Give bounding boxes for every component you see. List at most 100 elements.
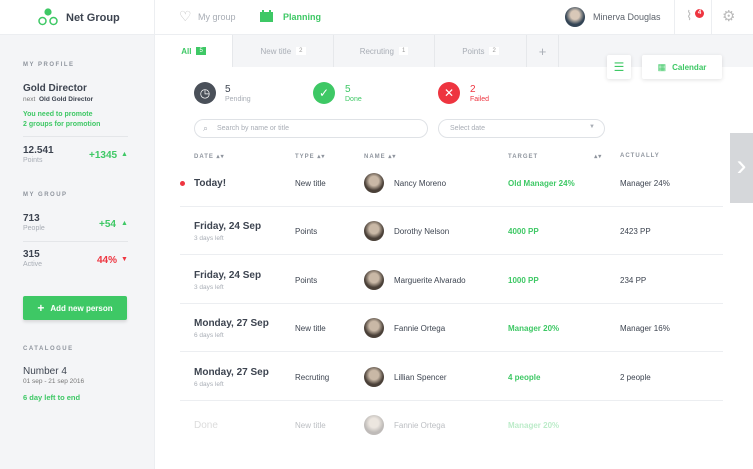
header-name[interactable]: NAME ▴▾ xyxy=(364,154,397,160)
chevron-down-icon: ▼ xyxy=(589,124,595,130)
row-target: 1000 PP xyxy=(508,276,539,285)
tab-label: Recruting xyxy=(359,46,394,56)
row-actual: 2423 PP xyxy=(620,227,651,236)
row-name[interactable]: Lillian Spencer xyxy=(394,373,447,382)
tab-count: 2 xyxy=(489,47,499,55)
top-bar: Net Group ♡ My group Planning Minerva Do… xyxy=(0,0,753,35)
tab-recruting[interactable]: Recruting 1 xyxy=(334,35,435,67)
user-name[interactable]: Minerva Douglas xyxy=(593,12,661,22)
avatar xyxy=(364,221,384,241)
people-value: 713 xyxy=(23,213,40,224)
row-date: Friday, 24 Sep xyxy=(194,270,262,281)
table-row[interactable]: Friday, 24 Sep 3 days left Points Marguerit… xyxy=(180,256,723,304)
calendar-icon xyxy=(260,10,273,22)
avatar xyxy=(364,318,384,338)
catalogue-dates: 01 sep - 21 sep 2016 xyxy=(23,378,85,385)
row-target: 4 people xyxy=(508,373,541,382)
row-target: 4000 PP xyxy=(508,227,539,236)
user-avatar[interactable] xyxy=(565,7,585,27)
row-actual: 2 people xyxy=(620,373,651,382)
next-rank: Old Gold Director xyxy=(39,96,94,103)
rank: Gold Director xyxy=(23,83,87,94)
pending-label: Pending xyxy=(225,96,251,103)
row-days-left: 6 days left xyxy=(194,381,224,388)
app-name: Net Group xyxy=(66,12,120,24)
date-select[interactable]: Select date ▼ xyxy=(438,119,605,138)
tab-points[interactable]: Points 2 xyxy=(435,35,527,67)
row-target: Manager 20% xyxy=(508,421,560,430)
arrow-up-icon: ▲ xyxy=(121,220,128,227)
heart-icon: ♡ xyxy=(179,8,192,24)
calendar-button[interactable]: ▦ Calendar xyxy=(642,55,722,79)
row-date: Friday, 24 Sep xyxy=(194,221,262,232)
pending-value: 5 xyxy=(225,84,231,95)
row-actual: Manager 16% xyxy=(620,324,670,333)
avatar xyxy=(364,367,384,387)
catalogue-left: 6 day left to end xyxy=(23,393,81,402)
tab-all[interactable]: All 5 xyxy=(155,35,233,67)
avatar xyxy=(364,270,384,290)
promo-line-2: 2 groups for promotion xyxy=(23,121,101,128)
calendar-label: Calendar xyxy=(672,62,707,72)
arrow-down-icon: ▼ xyxy=(121,256,128,263)
header-date[interactable]: DATE ▴▾ xyxy=(194,154,225,160)
row-type: Points xyxy=(295,276,318,285)
header-target[interactable]: TARGET ▴▾ xyxy=(508,154,603,160)
row-days-left: 3 days left xyxy=(194,284,224,291)
nav-my-group[interactable]: My group xyxy=(198,12,236,22)
row-date: Today! xyxy=(194,178,227,189)
table-row[interactable]: Monday, 27 Sep 6 days left Recruting Lillia… xyxy=(180,353,723,401)
add-tab-button[interactable]: + xyxy=(527,35,559,67)
points-delta: +1345 xyxy=(89,150,118,161)
header-actually[interactable]: ACTUALLY xyxy=(620,153,660,159)
plus-icon: + xyxy=(538,43,547,59)
row-name[interactable]: Fannie Ortega xyxy=(394,324,446,333)
arrow-up-icon: ▲ xyxy=(121,151,128,158)
row-name[interactable]: Fannie Ortega xyxy=(394,421,446,430)
search-input[interactable]: ⌕ Search by name or title xyxy=(194,119,428,138)
table-row[interactable]: Monday, 27 Sep 6 days left New title Fannie… xyxy=(180,304,723,352)
notification-badge: 4 xyxy=(695,9,704,18)
row-type: New title xyxy=(295,421,326,430)
tab-count: 5 xyxy=(196,47,206,55)
header-type[interactable]: TYPE ▴▾ xyxy=(295,154,326,160)
promo-line-1: You need to promote xyxy=(23,111,93,118)
avatar xyxy=(364,173,384,193)
check-icon: ✓ xyxy=(313,82,335,104)
add-new-person-button[interactable]: + Add new person xyxy=(23,296,127,320)
row-days-left: 6 days left xyxy=(194,332,224,339)
nav-planning[interactable]: Planning xyxy=(283,12,321,22)
tab-label: New title xyxy=(260,46,292,56)
table-row[interactable]: Today! New title Nancy Moreno Old Manager 2… xyxy=(180,159,723,207)
active-delta: 44% xyxy=(97,255,118,266)
row-name[interactable]: Nancy Moreno xyxy=(394,179,447,188)
done-value: 5 xyxy=(345,84,351,95)
catalogue-heading: CATALOGUE xyxy=(23,346,74,352)
activity-icon[interactable]: ⌇ xyxy=(686,8,693,23)
next-page-button[interactable]: › xyxy=(730,133,753,203)
failed-value: 2 xyxy=(470,84,476,95)
row-actual: 234 PP xyxy=(620,276,647,285)
done-label: Done xyxy=(345,96,362,103)
tab-label: Points xyxy=(462,46,485,56)
date-placeholder: Select date xyxy=(450,125,486,132)
table-row[interactable]: Done New title Fannie Ortega Manager 20% xyxy=(180,401,723,449)
settings-icon[interactable]: ⚙ xyxy=(722,8,736,25)
search-icon: ⌕ xyxy=(203,123,209,133)
table-row[interactable]: Friday, 24 Sep 3 days left Points Dorothy N… xyxy=(180,207,723,255)
group-heading: MY GROUP xyxy=(23,192,68,198)
row-name[interactable]: Marguerite Alvarado xyxy=(394,276,466,285)
row-type: Recruting xyxy=(295,373,330,382)
tab-new-title[interactable]: New title 2 xyxy=(233,35,334,67)
row-actual: Manager 24% xyxy=(620,179,670,188)
tab-bar: All 5 New title 2 Recruting 1 Points 2 + xyxy=(155,35,753,67)
row-target: Old Manager 24% xyxy=(508,179,575,188)
points-label: Points xyxy=(23,157,43,164)
filter-button[interactable]: ☰ xyxy=(607,55,631,79)
row-type: Points xyxy=(295,227,318,236)
grid-icon: ▦ xyxy=(657,61,667,72)
row-date: Done xyxy=(194,420,218,431)
row-days-left: 3 days left xyxy=(194,235,224,242)
clock-icon: ◷ xyxy=(194,82,216,104)
row-name[interactable]: Dorothy Nelson xyxy=(394,227,450,236)
